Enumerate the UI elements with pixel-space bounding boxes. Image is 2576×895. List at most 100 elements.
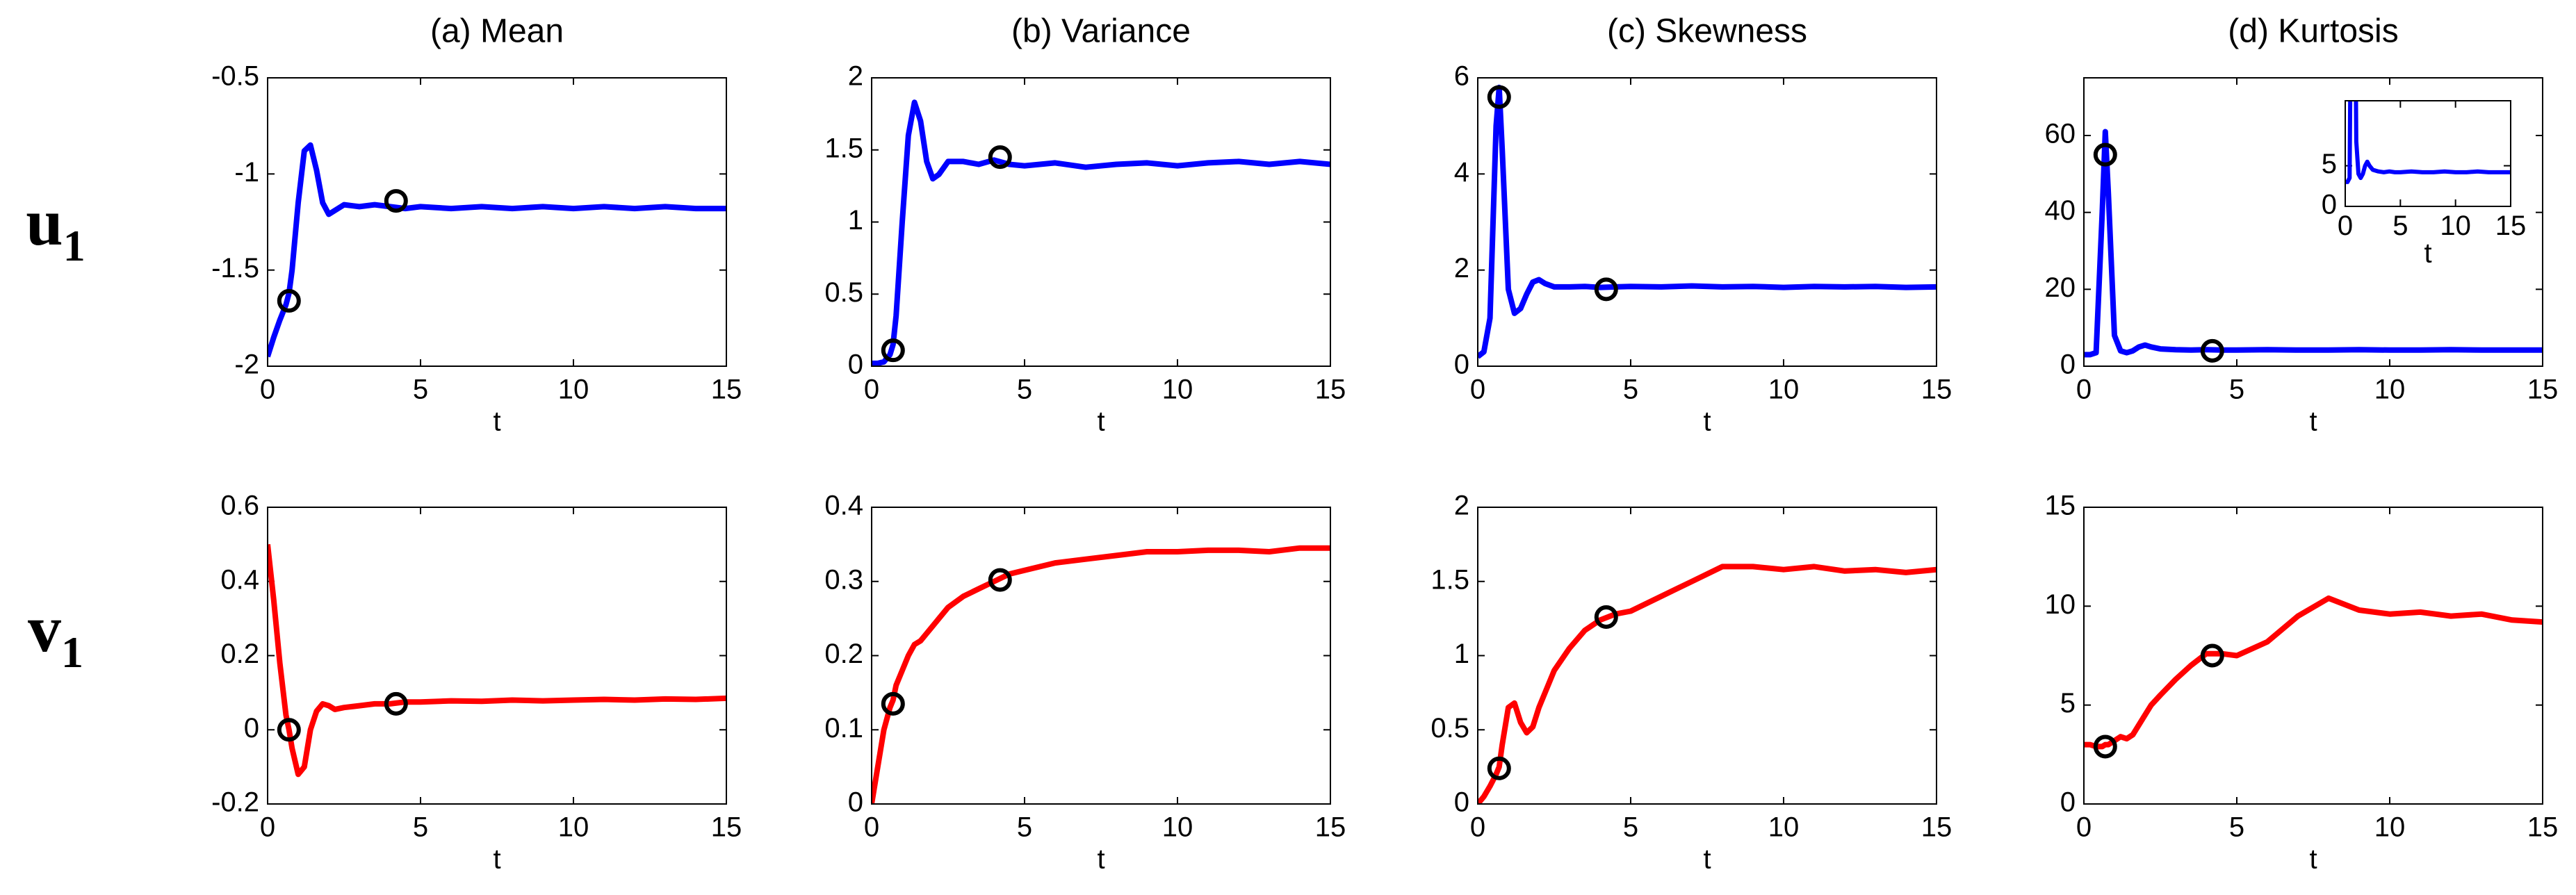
y-tick-label: 0.2 (220, 639, 259, 669)
y-tick-label: 60 (2045, 119, 2076, 149)
y-tick-label: 20 (2045, 272, 2076, 303)
chart-title: (b) Variance (1011, 13, 1191, 50)
data-line (268, 142, 726, 358)
x-tick-label: 10 (1162, 375, 1193, 405)
row-label: v1 (28, 591, 83, 677)
x-tick-label: 5 (2229, 812, 2244, 843)
plot-area (1478, 78, 1937, 366)
data-line (2345, 101, 2511, 184)
x-tick-label: 10 (558, 375, 589, 405)
x-tick-label: 0 (864, 375, 879, 405)
axes-frame (2345, 100, 2511, 207)
x-tick-label: 0 (260, 375, 275, 405)
x-axis-label: t (1703, 844, 1711, 875)
data-line (268, 543, 726, 778)
x-axis-label: t (2309, 407, 2317, 437)
marker (988, 145, 1012, 170)
chart-title: (a) Mean (430, 13, 564, 50)
plot-area (268, 78, 726, 366)
y-tick-label: 4 (1454, 157, 1469, 188)
y-tick-label: 40 (2045, 195, 2076, 226)
data-line (1478, 84, 1937, 359)
x-tick-label: 0 (2338, 211, 2353, 241)
y-tick-label: 2 (848, 61, 863, 92)
y-tick-label: 5 (2060, 688, 2076, 719)
y-tick-label: 0 (2060, 787, 2076, 818)
y-tick-label: 15 (2045, 491, 2076, 521)
x-tick-label: 0 (1470, 375, 1485, 405)
x-tick-label: 10 (1162, 812, 1193, 843)
y-tick-label: 0.6 (220, 491, 259, 521)
y-tick-label: 1.5 (824, 133, 863, 163)
x-tick-label: 0 (2076, 812, 2092, 843)
x-tick-label: 15 (711, 375, 742, 405)
y-tick-label: 10 (2045, 589, 2076, 620)
chart-title: (d) Kurtosis (2228, 13, 2398, 50)
x-axis-label: t (1097, 844, 1104, 875)
marker (1487, 756, 1511, 780)
y-tick-label: 0 (848, 350, 863, 380)
x-tick-label: 5 (1017, 812, 1032, 843)
y-tick-label: 0 (2060, 350, 2076, 380)
marker (2093, 734, 2117, 759)
x-tick-label: 10 (1768, 812, 1800, 843)
axes-frame (267, 507, 727, 805)
y-tick-label: 0 (1454, 350, 1469, 380)
x-tick-label: 10 (2440, 211, 2471, 241)
y-tick-label: 0.3 (824, 564, 863, 595)
x-tick-label: 15 (1921, 812, 1953, 843)
axes-frame (871, 77, 1331, 367)
row-symbol: u (26, 185, 63, 259)
plot-area (268, 507, 726, 804)
x-tick-label: 5 (1017, 375, 1032, 405)
y-tick-label: 0 (2322, 190, 2337, 220)
y-tick-label: 5 (2322, 149, 2337, 179)
y-tick-label: 1.5 (1430, 564, 1469, 595)
data-line (2084, 595, 2543, 750)
y-tick-label: 0 (848, 787, 863, 818)
data-line (1478, 564, 1937, 804)
y-tick-label: 0 (1454, 787, 1469, 818)
x-tick-label: 0 (2076, 375, 2092, 405)
y-tick-label: -2 (234, 350, 259, 380)
y-tick-label: 6 (1454, 61, 1469, 92)
y-tick-label: 0.4 (220, 564, 259, 595)
y-tick-label: 0.2 (824, 639, 863, 669)
axes-frame (1477, 77, 1937, 367)
x-tick-label: 15 (1315, 375, 1346, 405)
x-axis-label: t (1097, 407, 1104, 437)
x-tick-label: 0 (864, 812, 879, 843)
axes-frame (2083, 77, 2543, 367)
x-tick-label: 15 (1315, 812, 1346, 843)
plot-area (2084, 507, 2543, 804)
x-tick-label: 0 (1470, 812, 1485, 843)
x-tick-label: 15 (711, 812, 742, 843)
chart-title: (c) Skewness (1607, 13, 1807, 50)
y-tick-label: 0.5 (824, 277, 863, 308)
x-axis-label: t (1703, 407, 1711, 437)
data-line (2084, 129, 2543, 358)
x-tick-label: 15 (2495, 211, 2527, 241)
y-tick-label: 0.1 (824, 713, 863, 744)
y-tick-label: 2 (1454, 253, 1469, 284)
marker (2200, 338, 2224, 363)
x-tick-label: 5 (2392, 211, 2408, 241)
y-tick-label: 2 (1454, 491, 1469, 521)
x-tick-label: 5 (413, 375, 428, 405)
plot-area (2345, 101, 2511, 206)
marker (384, 189, 408, 213)
marker (2093, 142, 2117, 167)
y-tick-label: -0.2 (211, 787, 259, 818)
row-subscript: 1 (63, 221, 85, 270)
y-tick-label: -1.5 (211, 253, 259, 284)
axes-frame (267, 77, 727, 367)
x-axis-label: t (2309, 844, 2317, 875)
axes-frame (871, 507, 1331, 805)
x-tick-label: 5 (2229, 375, 2244, 405)
x-tick-label: 15 (1921, 375, 1953, 405)
marker (384, 691, 408, 716)
x-axis-label: t (493, 407, 500, 437)
y-tick-label: 0 (244, 713, 259, 744)
y-tick-label: 1 (848, 205, 863, 236)
row-subscript: 1 (61, 627, 83, 677)
